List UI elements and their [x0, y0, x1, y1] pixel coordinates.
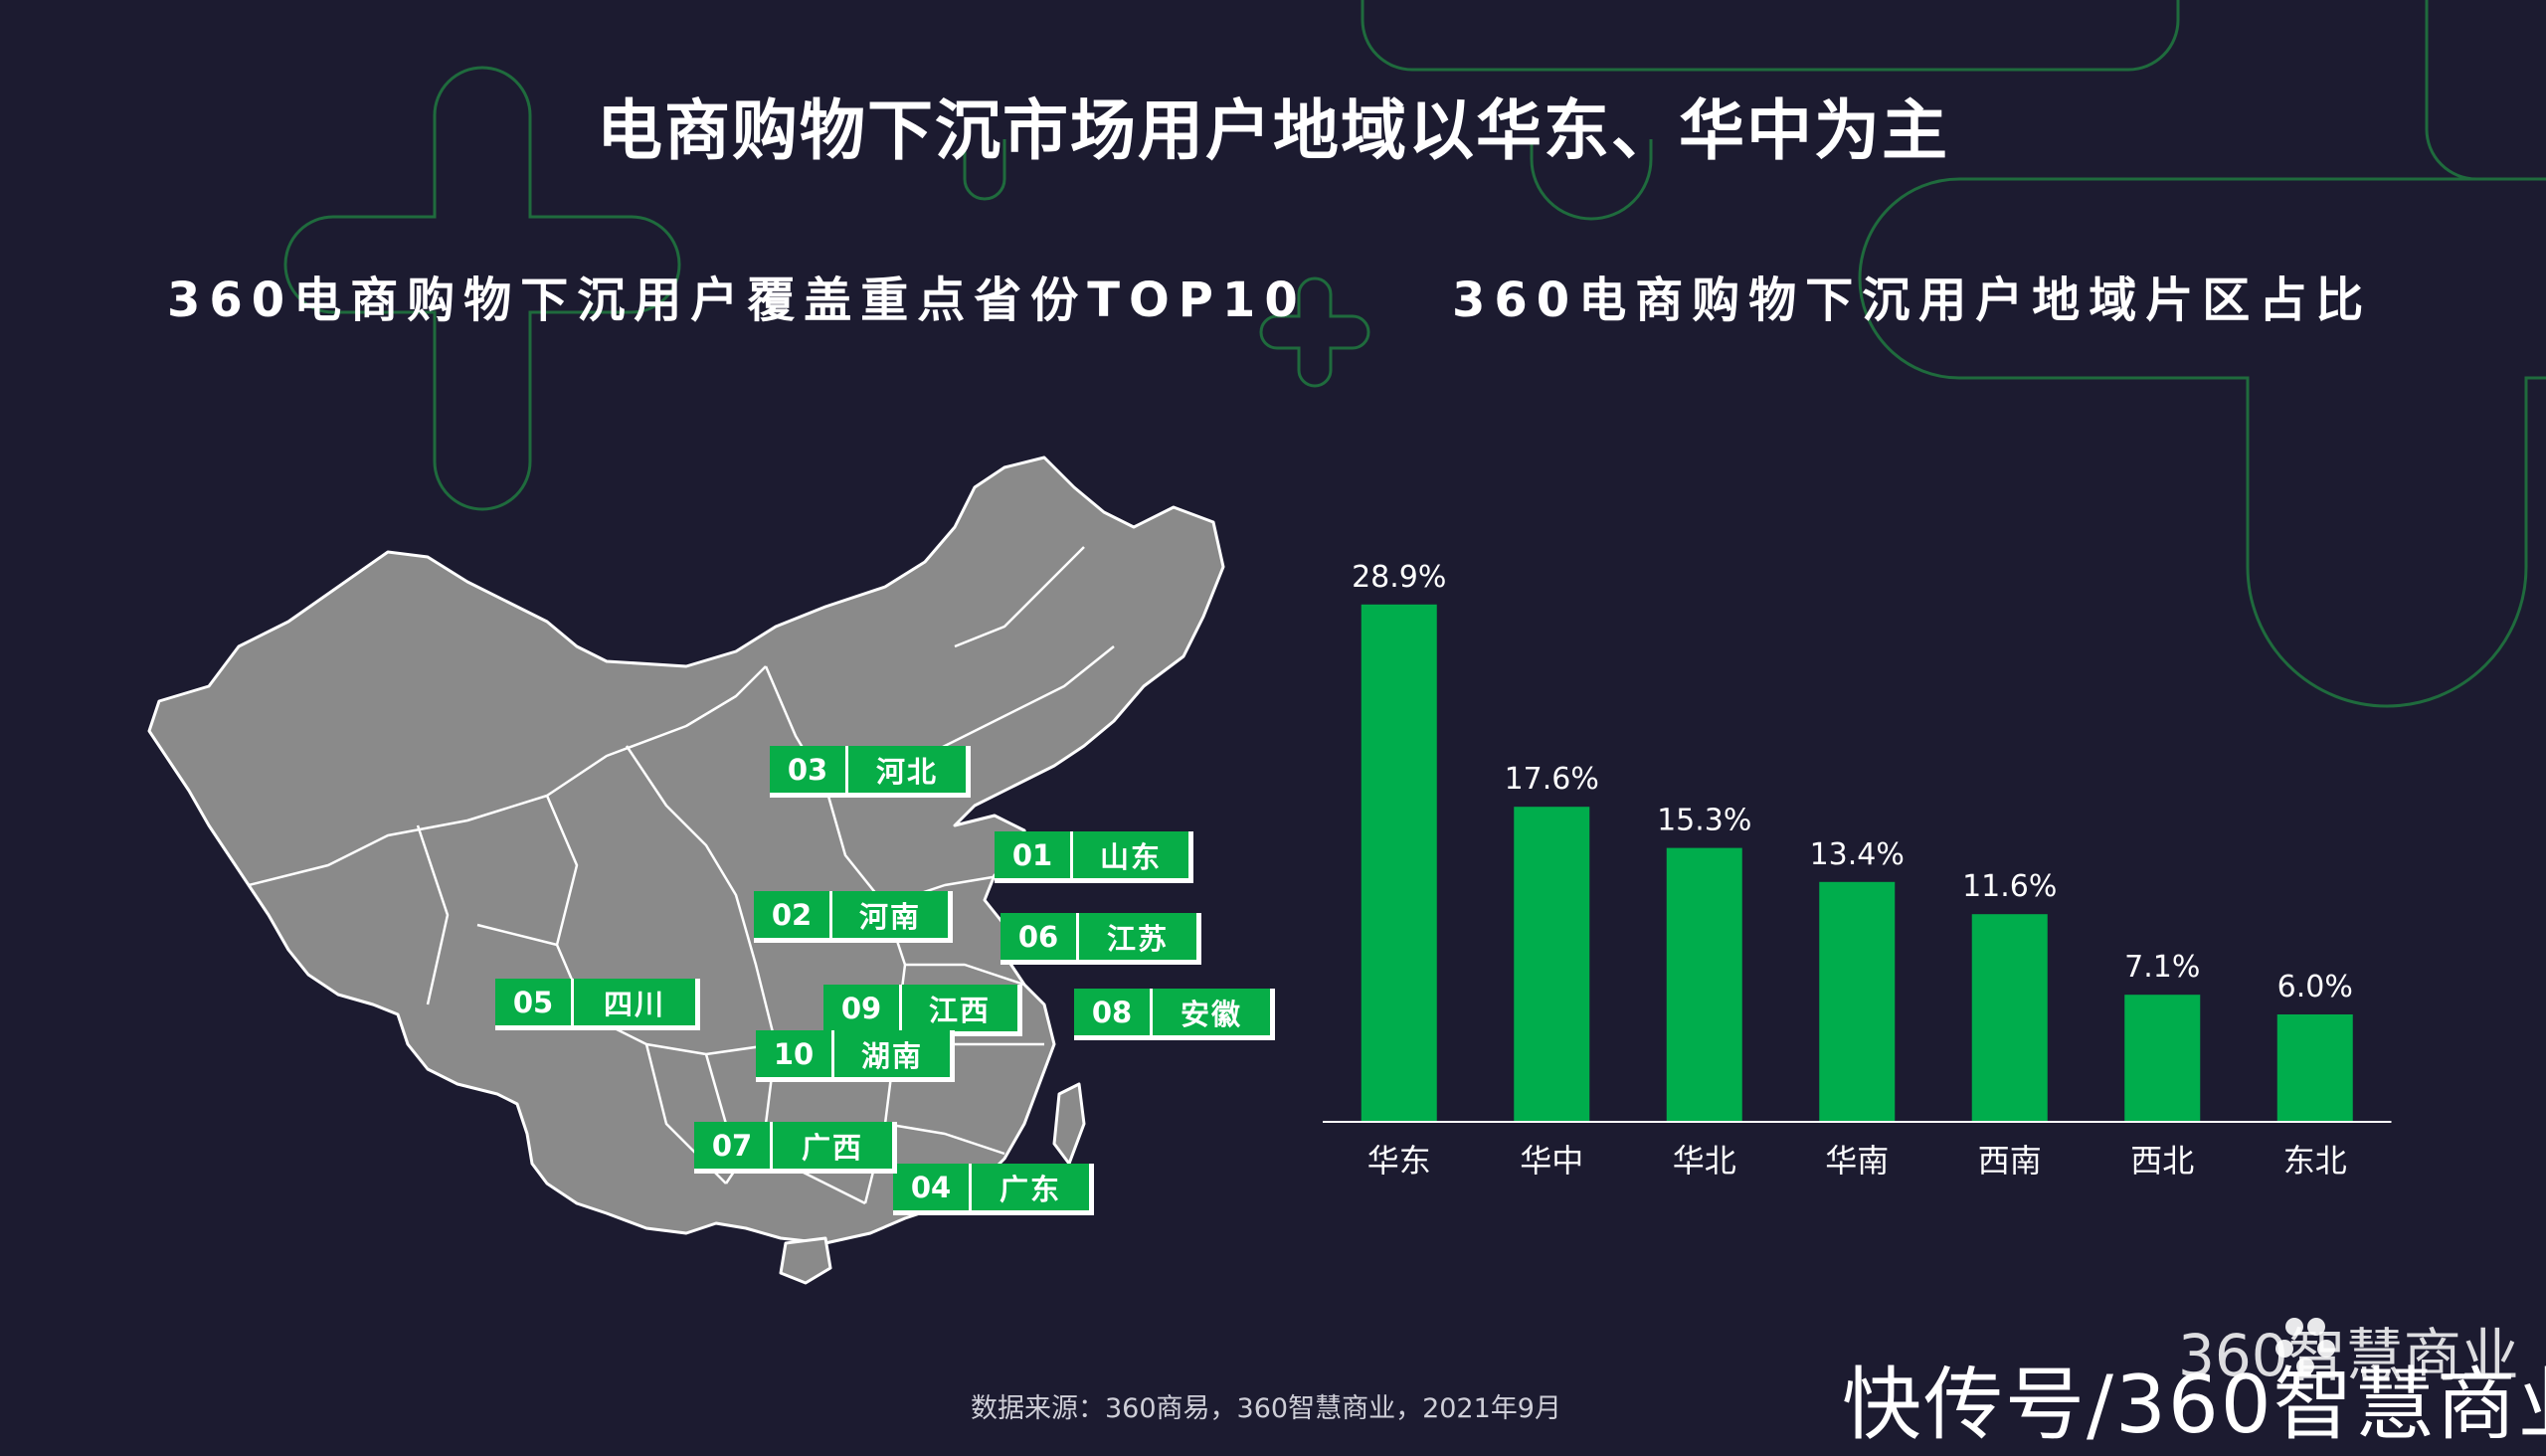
- map-hainan: [779, 1236, 832, 1285]
- province-name: 湖南: [860, 1038, 923, 1073]
- province-tag-10: 10 湖南: [756, 1030, 955, 1082]
- province-rank: 04: [893, 1164, 972, 1210]
- bar-东北: [2276, 1014, 2353, 1122]
- province-rank: 08: [1074, 989, 1153, 1035]
- data-label: 6.0%: [2277, 970, 2353, 1004]
- province-tag-06: 06 江苏: [1000, 913, 1201, 965]
- data-source-note: 数据来源：360商易，360智慧商业，2021年9月: [971, 1393, 1561, 1424]
- chart-subtitle: 360电商购物下沉用户地域片区占比: [1452, 273, 2373, 328]
- province-name: 山东: [1099, 839, 1162, 874]
- data-label: 11.6%: [1962, 869, 2057, 904]
- brand-logo-text: 360智慧商业: [2178, 1322, 2519, 1389]
- map-taiwan: [1052, 1082, 1086, 1166]
- province-tag-07: 07 广西: [694, 1122, 897, 1174]
- data-label: 15.3%: [1657, 804, 1751, 838]
- page-title: 电商购物下沉市场用户地域以华东、华中为主: [597, 92, 1949, 169]
- x-tick-label: 西南: [1978, 1142, 2042, 1180]
- data-label: 28.9%: [1352, 560, 1446, 595]
- province-tag-02: 02 河南: [754, 891, 953, 943]
- map-subtitle: 360电商购物下沉用户覆盖重点省份TOP10: [167, 273, 1307, 328]
- province-tag-04: 04 广东: [893, 1164, 1094, 1215]
- province-name: 河南: [858, 899, 921, 934]
- data-label: 7.1%: [2124, 950, 2200, 985]
- province-rank: 07: [694, 1122, 773, 1169]
- province-rank: 05: [495, 979, 574, 1025]
- province-rank: 02: [754, 891, 832, 938]
- bar-华中: [1514, 807, 1590, 1122]
- province-name: 广东: [999, 1172, 1061, 1206]
- bar-华南: [1819, 881, 1896, 1122]
- bar-华北: [1666, 847, 1742, 1122]
- data-label: 13.4%: [1810, 837, 1905, 872]
- province-name: 安徽: [1180, 997, 1242, 1031]
- x-tick-label: 西北: [2130, 1142, 2194, 1180]
- x-tick-label: 华南: [1825, 1142, 1889, 1180]
- province-tag-08: 08 安徽: [1074, 989, 1275, 1040]
- province-name: 广西: [801, 1130, 863, 1165]
- province-tag-01: 01 山东: [995, 831, 1193, 883]
- map-landmass: [147, 455, 1225, 1245]
- data-label: 17.6%: [1505, 762, 1599, 797]
- province-tag-09: 09 江西: [823, 985, 1022, 1036]
- province-rank: 10: [756, 1030, 834, 1077]
- province-rank: 06: [1000, 913, 1079, 960]
- province-name: 河北: [875, 754, 938, 789]
- province-rank: 01: [995, 831, 1073, 878]
- province-name: 江西: [928, 993, 991, 1027]
- bar-华东: [1361, 604, 1437, 1122]
- x-tick-label: 华北: [1673, 1142, 1736, 1180]
- x-tick-label: 华东: [1367, 1142, 1431, 1180]
- province-tag-03: 03 河北: [770, 746, 971, 798]
- province-rank: 09: [823, 985, 902, 1031]
- bar-西南: [1971, 914, 2048, 1122]
- x-tick-label: 华中: [1520, 1142, 1583, 1180]
- region-share-bar-chart: 28.9% 华东 17.6% 华中 15.3% 华北 13.4% 华南 11.6% 西南 7.1% 西…: [1323, 560, 2392, 1180]
- x-tick-label: 东北: [2283, 1142, 2347, 1180]
- province-name: 四川: [603, 987, 665, 1021]
- province-tag-05: 05 四川: [495, 979, 700, 1030]
- brand-logo-icon: [2275, 1318, 2335, 1375]
- watermark: 快传号/360智慧商业: [1842, 1359, 2546, 1451]
- china-map: [147, 455, 1225, 1285]
- province-rank: 03: [770, 746, 848, 793]
- province-name: 江苏: [1106, 921, 1169, 956]
- bar-西北: [2124, 995, 2201, 1122]
